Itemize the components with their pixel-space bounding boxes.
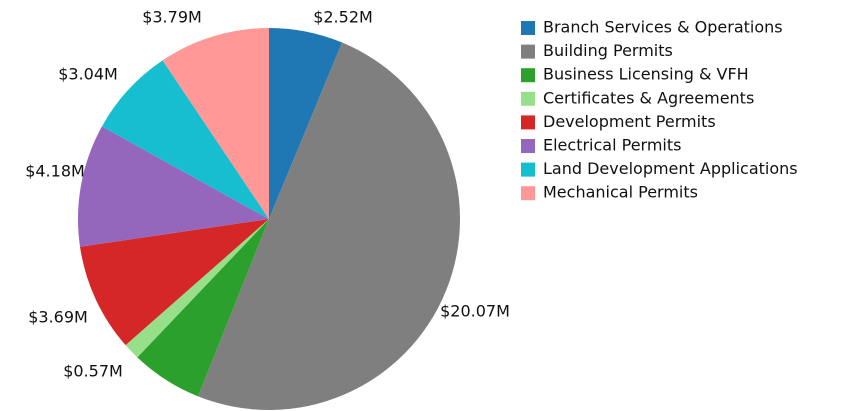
data-label: $2.52M — [313, 8, 373, 27]
legend-label: Land Development Applications — [543, 159, 798, 178]
data-label: $3.69M — [28, 308, 88, 327]
legend-label: Certificates & Agreements — [543, 88, 754, 107]
legend-swatch — [521, 21, 535, 35]
pie-slice — [77, 126, 269, 247]
data-label: $0.57M — [63, 362, 123, 381]
legend-swatch — [521, 44, 535, 59]
legend-label: Electrical Permits — [543, 136, 681, 155]
pie-slice — [198, 42, 461, 411]
pie-slice — [162, 28, 269, 219]
pie-slice — [101, 60, 270, 219]
data-label: $4.18M — [25, 162, 85, 181]
legend-swatch — [521, 139, 535, 153]
data-label: $3.04M — [58, 65, 118, 84]
legend-swatch — [521, 162, 535, 177]
pie-slice — [269, 28, 343, 219]
legend-label: Building Permits — [543, 41, 673, 60]
legend-swatch — [521, 115, 535, 130]
pie-slice — [137, 219, 269, 397]
legend-swatch — [521, 186, 535, 201]
legend-label: Branch Services & Operations — [543, 18, 783, 37]
pie-slice — [80, 219, 269, 346]
legend-swatch — [521, 68, 535, 83]
legend-label: Business Licensing & VFH — [543, 65, 749, 84]
data-label: $20.07M — [440, 302, 510, 321]
pie-slice — [125, 219, 269, 358]
legend-swatch — [521, 91, 535, 106]
data-label: $3.79M — [142, 8, 202, 27]
legend-label: Development Permits — [543, 112, 716, 131]
legend-label: Mechanical Permits — [543, 183, 698, 202]
